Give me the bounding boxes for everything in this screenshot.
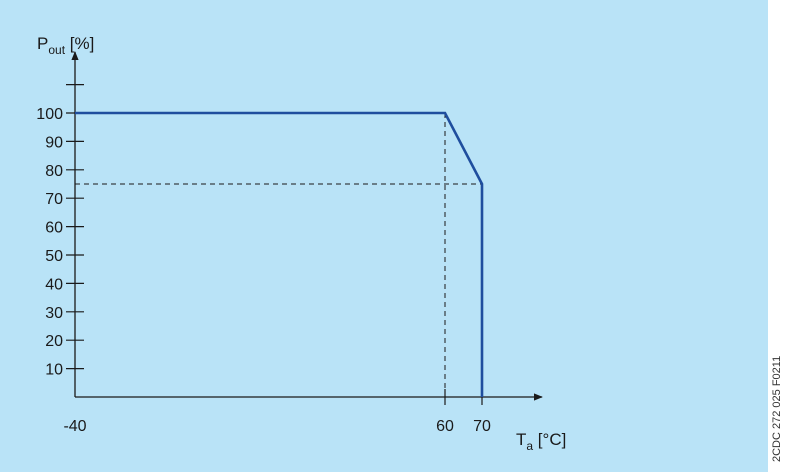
y-tick-label-50: 50 bbox=[45, 248, 63, 265]
chart-panel bbox=[0, 0, 768, 472]
y-axis-title: Pout [%] bbox=[37, 34, 94, 57]
x-tick-label-70: 70 bbox=[473, 418, 491, 435]
x-tick-label--40: -40 bbox=[63, 418, 86, 435]
figure-code: 2CDC 272 025 F0211 bbox=[771, 355, 783, 462]
x-tick-label-60: 60 bbox=[436, 418, 454, 435]
y-tick-label-80: 80 bbox=[45, 163, 63, 180]
y-tick-label-20: 20 bbox=[45, 333, 63, 350]
y-tick-label-100: 100 bbox=[36, 106, 63, 123]
y-tick-label-70: 70 bbox=[45, 191, 63, 208]
y-tick-label-60: 60 bbox=[45, 220, 63, 237]
y-tick-label-30: 30 bbox=[45, 305, 63, 322]
y-tick-label-90: 90 bbox=[45, 134, 63, 151]
y-tick-label-40: 40 bbox=[45, 276, 63, 293]
series-line-1 bbox=[75, 111, 484, 397]
derating-chart: 10 20 30 40 50 60 70 80 90 100 -40 60 70 Pout [%] Ta [… bbox=[36, 34, 566, 453]
x-axis-title: Ta [°C] bbox=[516, 430, 566, 453]
y-tick-label-10: 10 bbox=[45, 362, 63, 379]
